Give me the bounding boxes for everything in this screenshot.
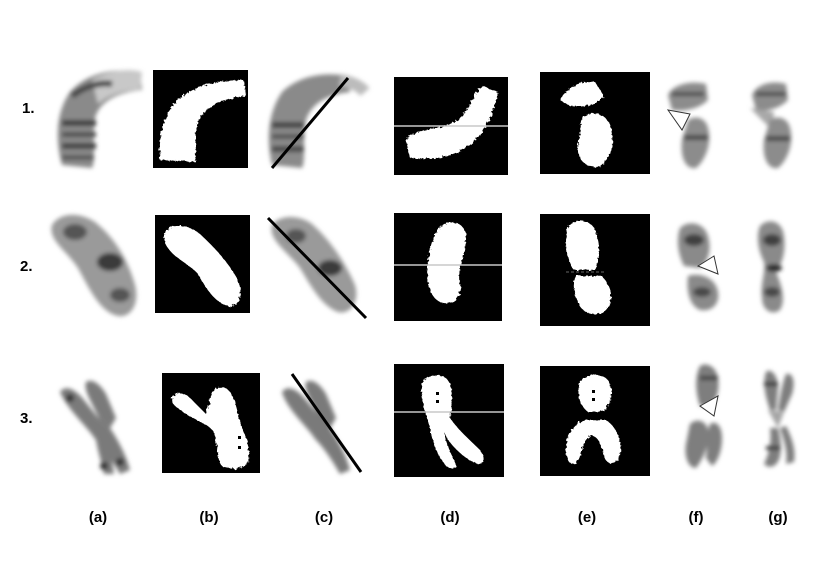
row3-col-d-centromere-dot2 (436, 400, 439, 403)
row3-col-e-centromere-dot2 (592, 398, 595, 401)
row3-col-b-centromere-dot2 (238, 446, 241, 449)
row1-col-e-mask-part1 (560, 81, 604, 107)
row3-col-c-chromosome (282, 380, 350, 474)
row1-col-d-mask-shape (406, 86, 498, 159)
row2-col-f-triangle (696, 255, 719, 275)
row3-col-f-triangle (699, 395, 719, 417)
row1-col-a-chromosome (57, 70, 142, 168)
row1-col-f-triangle (666, 109, 691, 131)
row3-col-d-mask-shape (421, 375, 484, 469)
row1-col-b-mask-shape (159, 80, 246, 162)
row-label-3: 3. (20, 410, 33, 427)
row2-col-c-cut-line (266, 216, 368, 320)
row3-col-b-mask-shape (171, 386, 249, 469)
row2-col-g-chromosome (757, 221, 785, 313)
row2-col-d-mask-shape (427, 222, 467, 304)
row1-col-c-cut-line (270, 77, 350, 169)
row3-col-e-mask-part2 (565, 420, 621, 464)
row3-col-d-centromere-dot1 (436, 392, 439, 395)
col-label-b: (b) (199, 509, 219, 526)
row3-col-e-centromere-dot1 (592, 390, 595, 393)
row3-col-f-chromosome (685, 364, 722, 468)
row2-col-e-mask-part2 (573, 276, 611, 315)
row2-col-e-mask-part1 (566, 220, 599, 270)
row3-col-c-cut-line (290, 373, 363, 473)
row1-col-g-chromosome (750, 82, 792, 169)
row3-col-b-centromere-dot1 (238, 436, 241, 439)
col-label-f: (f) (688, 509, 704, 526)
row3-col-g-chromosome (764, 370, 795, 467)
row2-col-a-chromosome (51, 214, 137, 317)
row2-col-f-chromosome (677, 223, 719, 311)
row3-col-e-mask-part1 (578, 374, 612, 412)
row-label-2: 2. (20, 258, 33, 275)
row2-col-b-mask-shape (164, 225, 241, 307)
col-label-e: (e) (577, 509, 597, 526)
col-label-c: (c) (314, 509, 334, 526)
col-label-g: (g) (768, 509, 788, 526)
row3-col-a-chromosome (60, 380, 130, 474)
row1-col-e-mask-part2 (577, 113, 613, 167)
col-label-d: (d) (440, 509, 460, 526)
col-label-a: (a) (88, 509, 108, 526)
row1-col-f-chromosome (668, 82, 710, 169)
row-label-1: 1. (22, 100, 35, 117)
